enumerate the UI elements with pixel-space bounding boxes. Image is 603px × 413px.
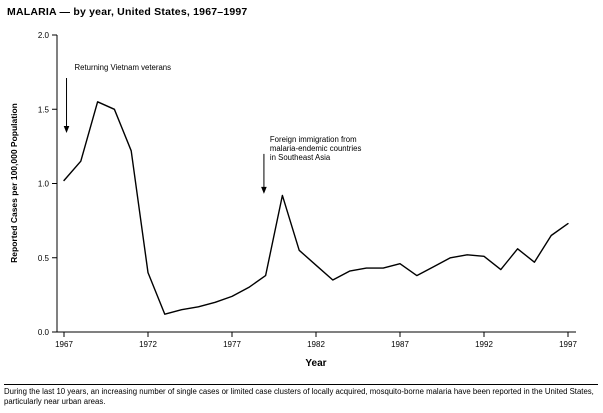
y-axis-label: Reported Cases per 100,000 Population [9,103,19,263]
annotation-arrowhead [63,126,70,134]
y-tick-label: 2.0 [38,31,50,40]
x-tick-label: 1977 [223,340,241,349]
annotation-text: Returning Vietnam veterans [75,63,172,72]
chart-title: MALARIA — by year, United States, 1967–1… [7,6,248,18]
malaria-line-chart: 0.0 0.5 1.0 1.5 2.0 1967 1972 1977 1982 1987 1992 1… [9,31,578,369]
x-tick-label: 1997 [559,340,577,349]
x-tick-label: 1982 [307,340,325,349]
y-tick-label: 0.5 [38,254,50,263]
malaria-trend-line [63,101,569,315]
annotation-arrowhead [261,186,267,194]
x-tick-label: 1972 [139,340,157,349]
y-tick-label: 0.0 [38,328,50,337]
footnote: During the last 10 years, an increasing … [4,384,598,407]
chart-plot-area: 0.0 0.5 1.0 1.5 2.0 1967 1972 1977 1982 1987 1992 1… [38,31,578,349]
annotation-text: Foreign immigration from [270,135,357,144]
annotation-text: in Southeast Asia [270,153,331,162]
x-tick-label: 1992 [475,340,493,349]
x-axis-label: Year [305,358,326,369]
y-tick-label: 1.0 [38,180,50,189]
annotation-text: malaria-endemic countries [270,144,362,153]
x-tick-label: 1967 [55,340,73,349]
x-tick-label: 1987 [391,340,409,349]
y-tick-label: 1.5 [38,105,50,114]
